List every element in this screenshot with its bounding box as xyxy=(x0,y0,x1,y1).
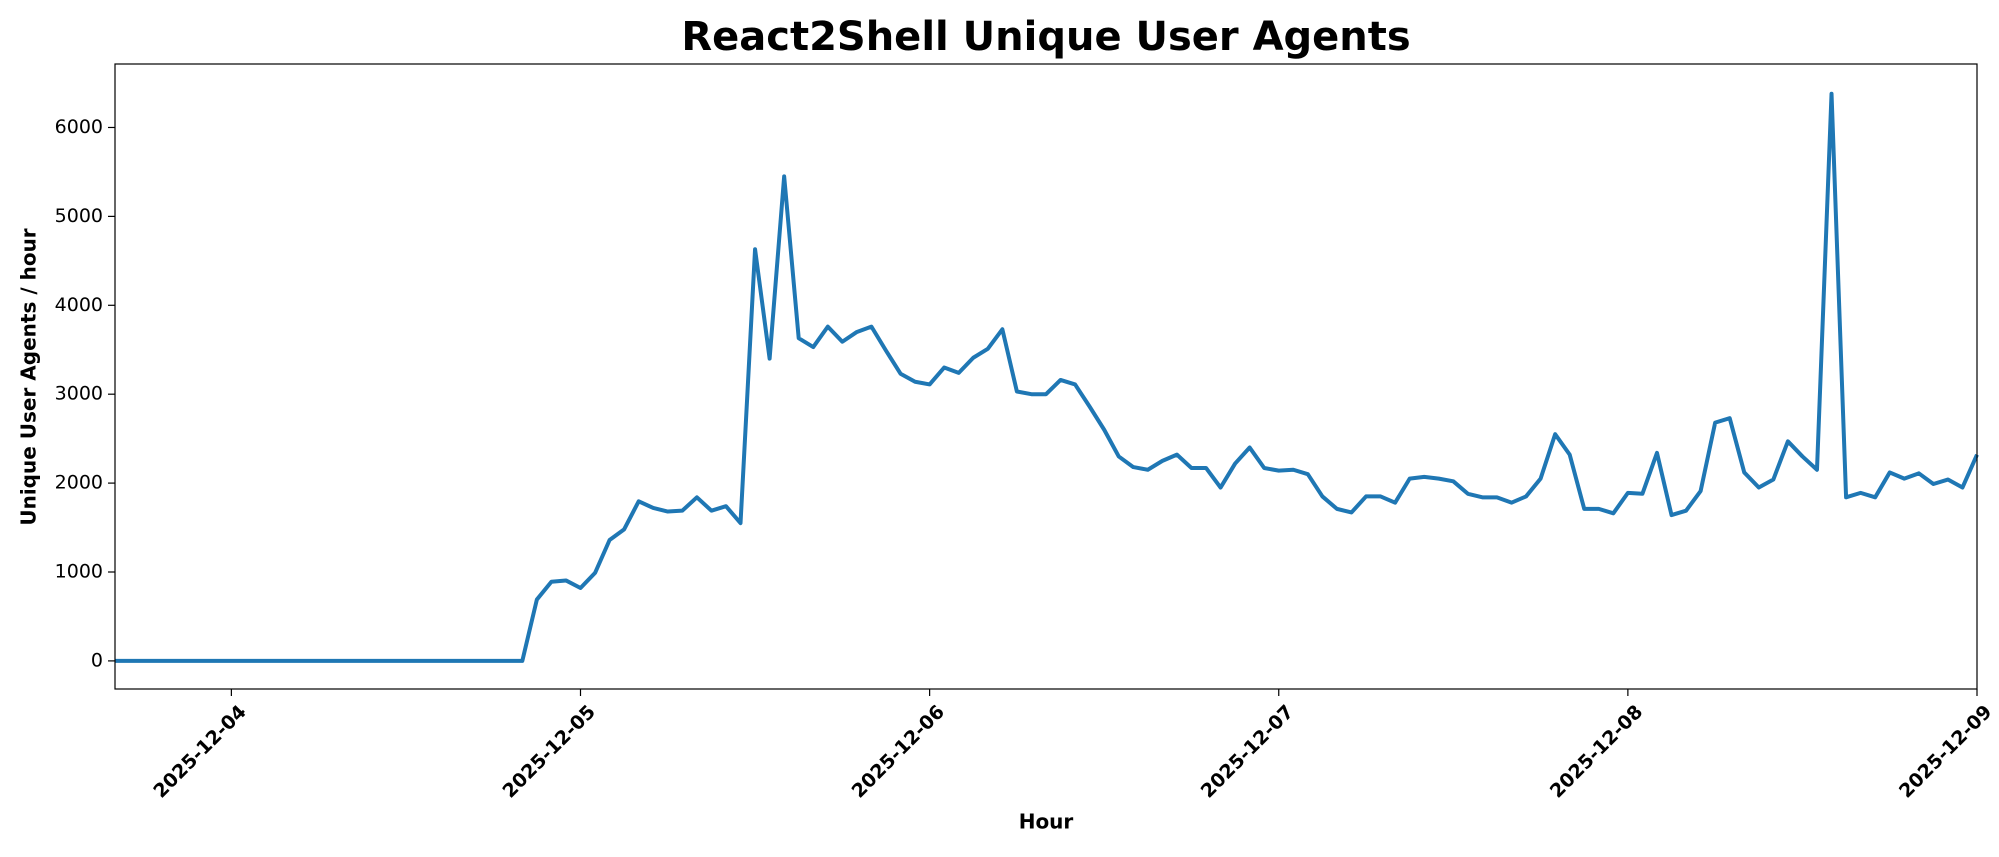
data-line xyxy=(115,91,1979,663)
y-tick-label: 3000 xyxy=(55,383,103,405)
y-tick-label: 5000 xyxy=(55,205,103,227)
x-tick-label: 2025-12-04 xyxy=(149,701,251,803)
chart-title: React2Shell Unique User Agents xyxy=(681,14,1410,60)
x-tick-label: 2025-12-05 xyxy=(498,701,600,803)
y-tick-label: 6000 xyxy=(55,116,103,138)
plot-frame xyxy=(114,63,1978,690)
y-tick-label: 0 xyxy=(91,649,103,671)
y-tick-label: 2000 xyxy=(55,472,103,494)
x-tick-label: 2025-12-07 xyxy=(1197,701,1299,803)
y-axis-label: Unique User Agents / hour xyxy=(17,228,41,525)
y-tick-label: 4000 xyxy=(55,294,103,316)
y-tick-label: 1000 xyxy=(55,561,103,583)
x-tick-label: 2025-12-08 xyxy=(1546,701,1648,803)
x-axis-label: Hour xyxy=(1019,810,1074,834)
x-tick-label: 2025-12-09 xyxy=(1895,701,1997,803)
x-tick-label: 2025-12-06 xyxy=(848,701,950,803)
